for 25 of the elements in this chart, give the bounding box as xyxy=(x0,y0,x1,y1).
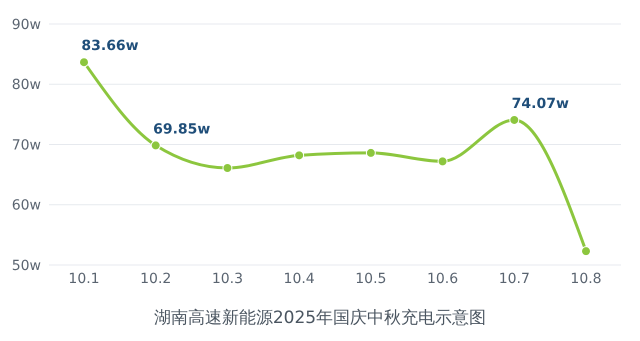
x-tick-label: 10.7 xyxy=(498,270,530,287)
point xyxy=(438,156,448,166)
data-label: 69.85w xyxy=(153,121,210,138)
y-tick-label: 60w xyxy=(12,198,41,214)
text: 湖南高速新能源2025年国庆中秋充电示意图 xyxy=(152,307,488,329)
x-tick-label: 10.4 xyxy=(284,270,315,287)
y-tick-label: 50w xyxy=(12,258,41,274)
point xyxy=(509,114,520,125)
y-tick-label: 90w xyxy=(12,16,41,33)
y-tick-label: 80w xyxy=(12,77,41,94)
point xyxy=(150,140,161,150)
data-label: 83.66w xyxy=(81,38,139,54)
x-tick-label: 10.3 xyxy=(212,270,244,287)
point xyxy=(222,162,232,173)
x-tick-label: 10.1 xyxy=(68,270,100,287)
point xyxy=(79,57,89,68)
x-tick-label: 10.6 xyxy=(426,270,458,287)
data-label: 74.07w xyxy=(512,96,569,112)
x-tick-label: 10.8 xyxy=(570,270,602,287)
point xyxy=(294,150,304,160)
x-tick-label: 10.2 xyxy=(140,270,172,287)
point xyxy=(581,246,591,256)
x-tick-label: 10.5 xyxy=(355,270,386,287)
point xyxy=(366,148,376,158)
y-tick-label: 70w xyxy=(12,137,41,154)
